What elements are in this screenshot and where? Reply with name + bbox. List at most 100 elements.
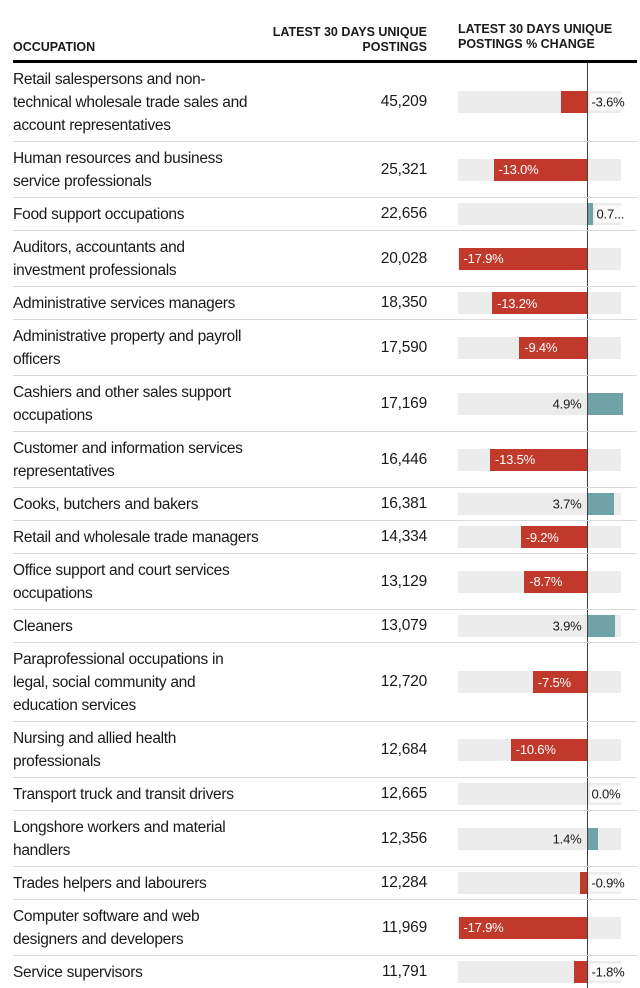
table-row: Nursing and allied health professionals 1… — [13, 721, 637, 777]
occupation-name: Service supervisors — [13, 963, 143, 981]
change-value-label: -7.5% — [537, 674, 571, 690]
table-row: Cooks, butchers and bakers 16,381 3.7% — [13, 487, 637, 520]
table-row: Trades helpers and labourers 12,284 -0.9% — [13, 866, 637, 899]
postings-value: 12,720 — [380, 673, 427, 690]
table-row: Computer software and web designers and … — [13, 899, 637, 955]
change-bar-cell: -3.6% — [427, 63, 637, 141]
zero-axis-line — [586, 722, 588, 777]
bar-track — [458, 783, 621, 805]
change-value-label: 1.4% — [552, 831, 582, 846]
table-row: Auditors, accountants and investment pro… — [13, 230, 637, 286]
occupation-postings-table: OCCUPATION LATEST 30 DAYS UNIQUE POSTING… — [13, 0, 637, 988]
postings-value: 11,969 — [381, 918, 427, 936]
bar-track — [458, 203, 621, 225]
table-row: Cleaners 13,079 3.9% — [13, 609, 637, 642]
postings-value: 12,684 — [380, 740, 427, 758]
change-value-label: -17.9% — [463, 920, 504, 935]
table-row: Office support and court services occupa… — [13, 553, 637, 609]
table-row: Administrative services managers 18,350 -1… — [13, 286, 637, 319]
change-value-label: -3.6% — [589, 93, 627, 111]
zero-axis-line — [586, 287, 588, 319]
table-row: Paraprofessional occupations in legal, s… — [13, 642, 637, 721]
zero-axis-line — [586, 900, 588, 955]
column-header-postings-change: LATEST 30 DAYS UNIQUE POSTINGS % CHANGE — [458, 22, 613, 51]
occupation-name: Transport truck and transit drivers — [13, 785, 234, 803]
negative-change-bar — [573, 961, 587, 983]
change-value-label: -1.8% — [589, 963, 627, 981]
change-bar-cell: -17.9% — [427, 231, 637, 286]
negative-change-bar: -7.5% — [532, 671, 587, 693]
change-bar-cell: -1.8% — [427, 956, 637, 988]
positive-change-bar — [587, 615, 616, 637]
negative-change-bar: -9.2% — [520, 526, 587, 548]
zero-axis-line — [586, 63, 588, 141]
column-header-occupation: OCCUPATION — [13, 40, 96, 54]
table-row: Longshore workers and material handlers 1… — [13, 810, 637, 866]
zero-axis-line — [586, 867, 588, 899]
change-bar-cell: 0.7... — [427, 198, 637, 230]
zero-axis-line — [586, 142, 588, 197]
change-value-label: -9.4% — [524, 340, 558, 355]
change-value-label: 3.9% — [552, 618, 582, 634]
change-value-label: -8.7% — [529, 574, 563, 589]
change-value-label: -13.2% — [497, 295, 538, 311]
negative-change-bar: -10.6% — [510, 738, 587, 761]
change-bar-cell: -9.2% — [427, 521, 637, 553]
table-row: Human resources and business service pro… — [13, 141, 637, 197]
postings-value: 20,028 — [380, 249, 427, 267]
postings-value: 16,381 — [380, 495, 427, 512]
table-row: Cashiers and other sales support occupat… — [13, 375, 637, 431]
occupation-name: Food support occupations — [13, 205, 185, 223]
table-row: Service supervisors 11,791 -1.8% — [13, 955, 637, 988]
positive-change-bar — [587, 827, 598, 850]
postings-value: 18,350 — [380, 294, 427, 311]
change-value-label: -10.6% — [515, 742, 556, 757]
postings-value: 13,079 — [380, 617, 427, 634]
occupation-name: Paraprofessional occupations in legal, s… — [13, 650, 224, 714]
postings-value: 13,129 — [380, 572, 427, 590]
positive-change-bar — [587, 493, 614, 515]
change-bar-cell: 1.4% — [427, 811, 637, 866]
column-header-postings: LATEST 30 DAYS UNIQUE POSTINGS — [272, 25, 427, 54]
change-value-label: -13.5% — [495, 452, 535, 467]
negative-change-bar: -8.7% — [524, 570, 587, 593]
occupation-name: Retail salespersons and non-technical wh… — [13, 70, 248, 134]
occupation-name: Cleaners — [13, 617, 73, 635]
positive-change-bar — [587, 203, 593, 225]
negative-change-bar: -13.5% — [490, 448, 587, 471]
postings-value: 25,321 — [380, 160, 427, 178]
change-bar-cell: -0.9% — [427, 867, 637, 899]
change-bar-cell: -13.5% — [427, 432, 637, 487]
occupation-name: Longshore workers and material handlers — [13, 818, 226, 859]
change-bar-cell: 4.9% — [427, 376, 637, 431]
postings-value: 45,209 — [380, 93, 427, 110]
change-bar-cell: -13.0% — [427, 142, 637, 197]
change-bar-cell: -8.7% — [427, 554, 637, 609]
zero-axis-line — [586, 521, 588, 553]
change-value-label: -17.9% — [463, 251, 504, 266]
zero-axis-line — [586, 643, 588, 721]
postings-value: 17,590 — [380, 338, 427, 356]
zero-axis-line — [586, 320, 588, 375]
change-value-label: 3.7% — [552, 496, 582, 512]
occupation-name: Retail and wholesale trade managers — [13, 528, 259, 546]
change-value-label: -0.9% — [589, 874, 627, 892]
postings-value: 12,284 — [380, 874, 427, 891]
table-row: Administrative property and payroll offi… — [13, 319, 637, 375]
positive-change-bar — [587, 392, 623, 415]
postings-value: 14,334 — [380, 528, 427, 545]
table-header-row: OCCUPATION LATEST 30 DAYS UNIQUE POSTING… — [13, 0, 637, 63]
postings-value: 22,656 — [380, 205, 427, 222]
table-row: Retail and wholesale trade managers 14,33… — [13, 520, 637, 553]
zero-axis-line — [586, 376, 588, 431]
table-row: Customer and information services repres… — [13, 431, 637, 487]
postings-value: 16,446 — [380, 450, 427, 468]
change-bar-cell: -9.4% — [427, 320, 637, 375]
negative-change-bar: -13.2% — [492, 292, 587, 314]
occupation-name: Human resources and business service pro… — [13, 149, 223, 190]
zero-axis-line — [586, 231, 588, 286]
zero-axis-line — [586, 610, 588, 642]
change-bar-cell: 3.7% — [427, 488, 637, 520]
occupation-name: Customer and information services repres… — [13, 439, 243, 480]
change-value-label: -13.0% — [498, 162, 539, 177]
